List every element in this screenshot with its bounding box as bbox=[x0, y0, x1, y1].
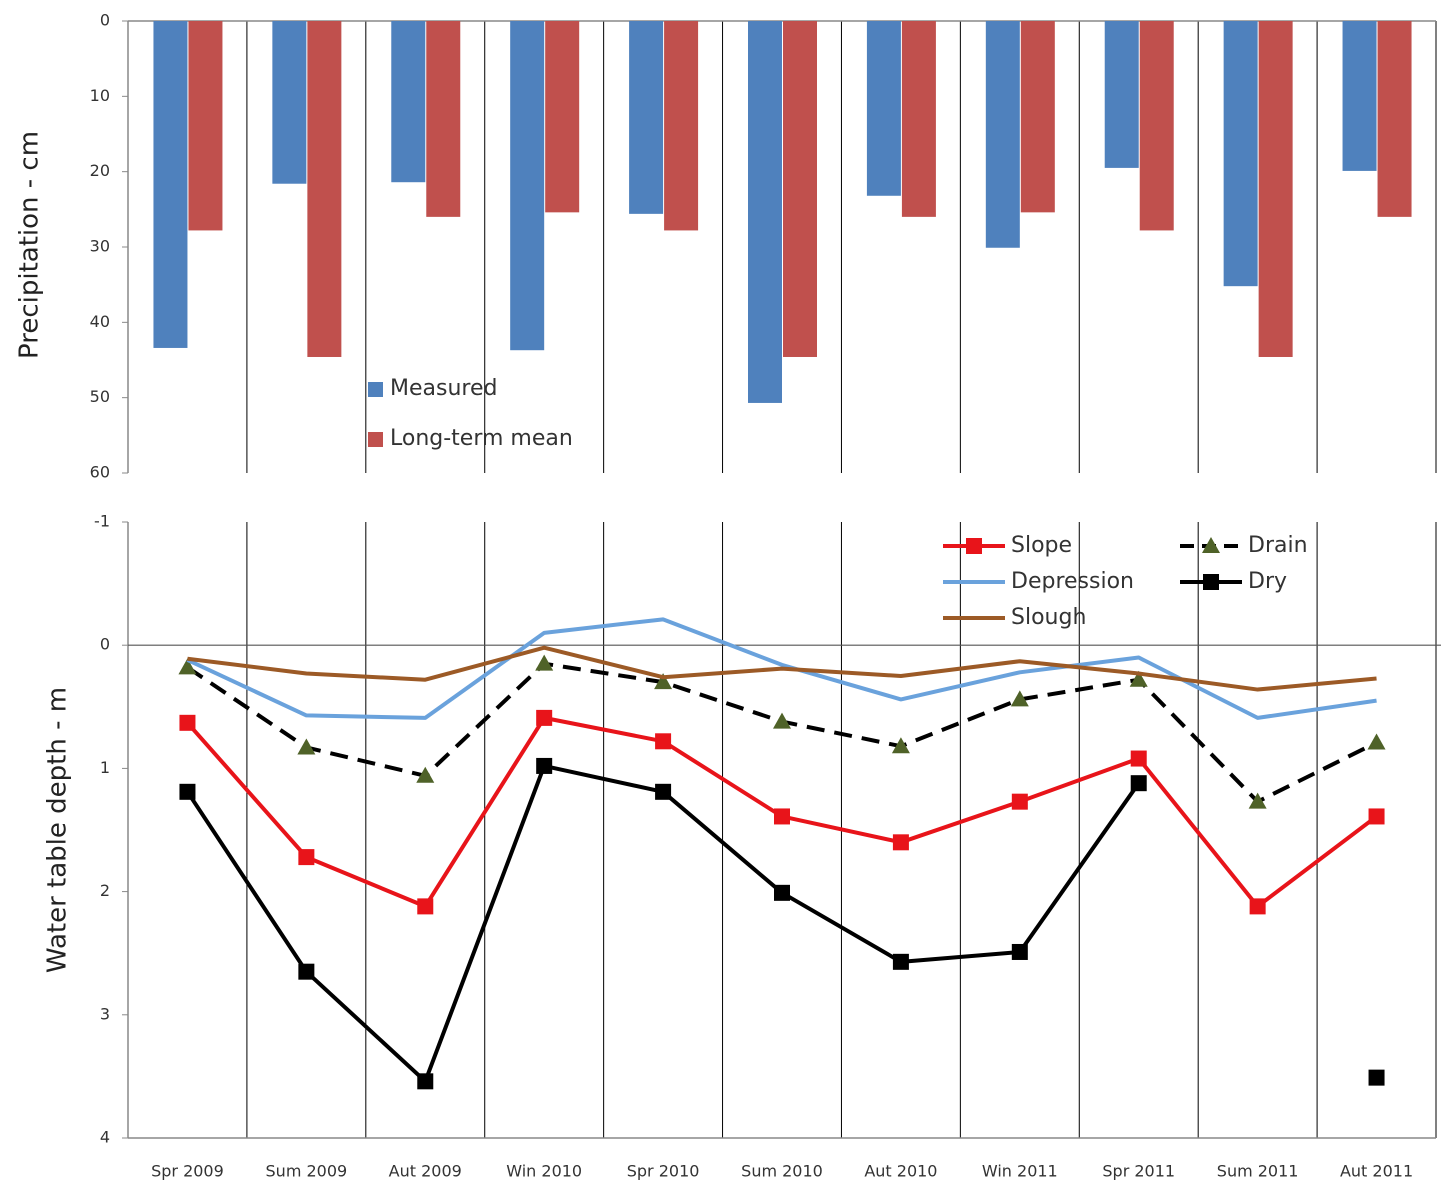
bar bbox=[391, 21, 426, 183]
bar bbox=[664, 21, 699, 231]
bar bbox=[901, 21, 936, 217]
legend-marker bbox=[1202, 537, 1220, 553]
bar bbox=[1104, 21, 1139, 168]
point bbox=[655, 733, 672, 750]
point bbox=[535, 654, 554, 671]
x-tick-label: Spr 2009 bbox=[151, 1162, 224, 1181]
point bbox=[536, 757, 553, 774]
point bbox=[417, 898, 434, 915]
legend-marker bbox=[966, 538, 982, 554]
legend-label: Measured bbox=[390, 376, 497, 401]
legend-label: Slough bbox=[1011, 605, 1086, 630]
legend-label: Depression bbox=[1011, 569, 1134, 594]
y-tick-label: 10 bbox=[90, 86, 110, 105]
point bbox=[1130, 750, 1147, 767]
bar bbox=[153, 21, 188, 348]
point bbox=[297, 738, 316, 755]
point bbox=[298, 849, 315, 866]
x-tick-label: Spr 2011 bbox=[1102, 1162, 1175, 1181]
bar bbox=[1223, 21, 1258, 287]
bar bbox=[1377, 21, 1412, 217]
point bbox=[179, 714, 196, 731]
point bbox=[1129, 670, 1148, 687]
y-tick-label: 20 bbox=[90, 161, 110, 180]
y-tick-label: 1 bbox=[100, 758, 110, 777]
point bbox=[891, 737, 910, 754]
point bbox=[1010, 690, 1029, 707]
point bbox=[178, 658, 197, 675]
point bbox=[655, 783, 672, 800]
point bbox=[536, 709, 553, 726]
y-axis-label: Precipitation - cm bbox=[15, 131, 45, 359]
legend-marker bbox=[1203, 574, 1219, 590]
x-tick-label: Spr 2010 bbox=[627, 1162, 700, 1181]
bar bbox=[545, 21, 580, 213]
y-tick-label: 0 bbox=[100, 635, 110, 654]
bar bbox=[985, 21, 1020, 248]
x-tick-label: Aut 2010 bbox=[864, 1162, 937, 1181]
legend-swatch bbox=[368, 432, 383, 447]
point bbox=[416, 766, 435, 783]
bar bbox=[1258, 21, 1293, 357]
x-tick-label: Sum 2010 bbox=[741, 1162, 823, 1181]
point bbox=[179, 783, 196, 800]
point bbox=[1248, 792, 1267, 809]
y-tick-label: -1 bbox=[94, 512, 110, 531]
bar bbox=[426, 21, 461, 217]
point bbox=[1367, 733, 1386, 750]
line bbox=[185, 763, 1141, 1084]
point bbox=[1130, 775, 1147, 792]
legend-label: Long-term mean bbox=[390, 426, 573, 451]
y-tick-label: 50 bbox=[90, 387, 110, 406]
legend-label: Slope bbox=[1011, 533, 1072, 558]
point bbox=[773, 712, 791, 729]
legend-label: Dry bbox=[1248, 569, 1287, 594]
bar bbox=[783, 21, 817, 357]
point bbox=[1011, 943, 1028, 960]
y-tick-label: 60 bbox=[90, 463, 110, 482]
y-tick-label: 3 bbox=[100, 1004, 110, 1023]
x-tick-label: Aut 2009 bbox=[389, 1162, 462, 1181]
y-tick-label: 30 bbox=[90, 237, 110, 256]
bar bbox=[748, 21, 782, 403]
point bbox=[1368, 1069, 1385, 1086]
bar bbox=[188, 21, 223, 231]
bar bbox=[1020, 21, 1055, 213]
point bbox=[1249, 898, 1266, 915]
point bbox=[1011, 793, 1028, 810]
x-tick-label: Win 2011 bbox=[982, 1162, 1058, 1181]
x-tick-label: Sum 2009 bbox=[266, 1162, 348, 1181]
legend-label: Drain bbox=[1248, 533, 1308, 558]
point bbox=[892, 834, 909, 851]
point bbox=[298, 963, 315, 980]
point bbox=[417, 1073, 434, 1090]
x-tick-label: Sum 2011 bbox=[1217, 1162, 1299, 1181]
bar bbox=[272, 21, 307, 184]
y-tick-label: 4 bbox=[100, 1128, 110, 1147]
point bbox=[654, 673, 673, 690]
y-axis-label: Water table depth - m bbox=[43, 687, 73, 973]
x-tick-label: Aut 2011 bbox=[1340, 1162, 1413, 1181]
bar bbox=[1342, 21, 1377, 171]
point bbox=[892, 953, 909, 970]
bar bbox=[307, 21, 342, 357]
bar bbox=[1139, 21, 1174, 231]
point bbox=[774, 884, 790, 901]
y-tick-label: 40 bbox=[90, 312, 110, 331]
point bbox=[1368, 808, 1385, 825]
x-tick-label: Win 2010 bbox=[506, 1162, 582, 1181]
legend-swatch bbox=[368, 382, 383, 397]
bar bbox=[629, 21, 664, 214]
y-tick-label: 2 bbox=[100, 881, 110, 900]
point bbox=[774, 808, 790, 825]
line bbox=[187, 645, 1377, 692]
bar bbox=[510, 21, 545, 351]
bar bbox=[866, 21, 901, 196]
y-tick-label: 0 bbox=[100, 11, 110, 30]
